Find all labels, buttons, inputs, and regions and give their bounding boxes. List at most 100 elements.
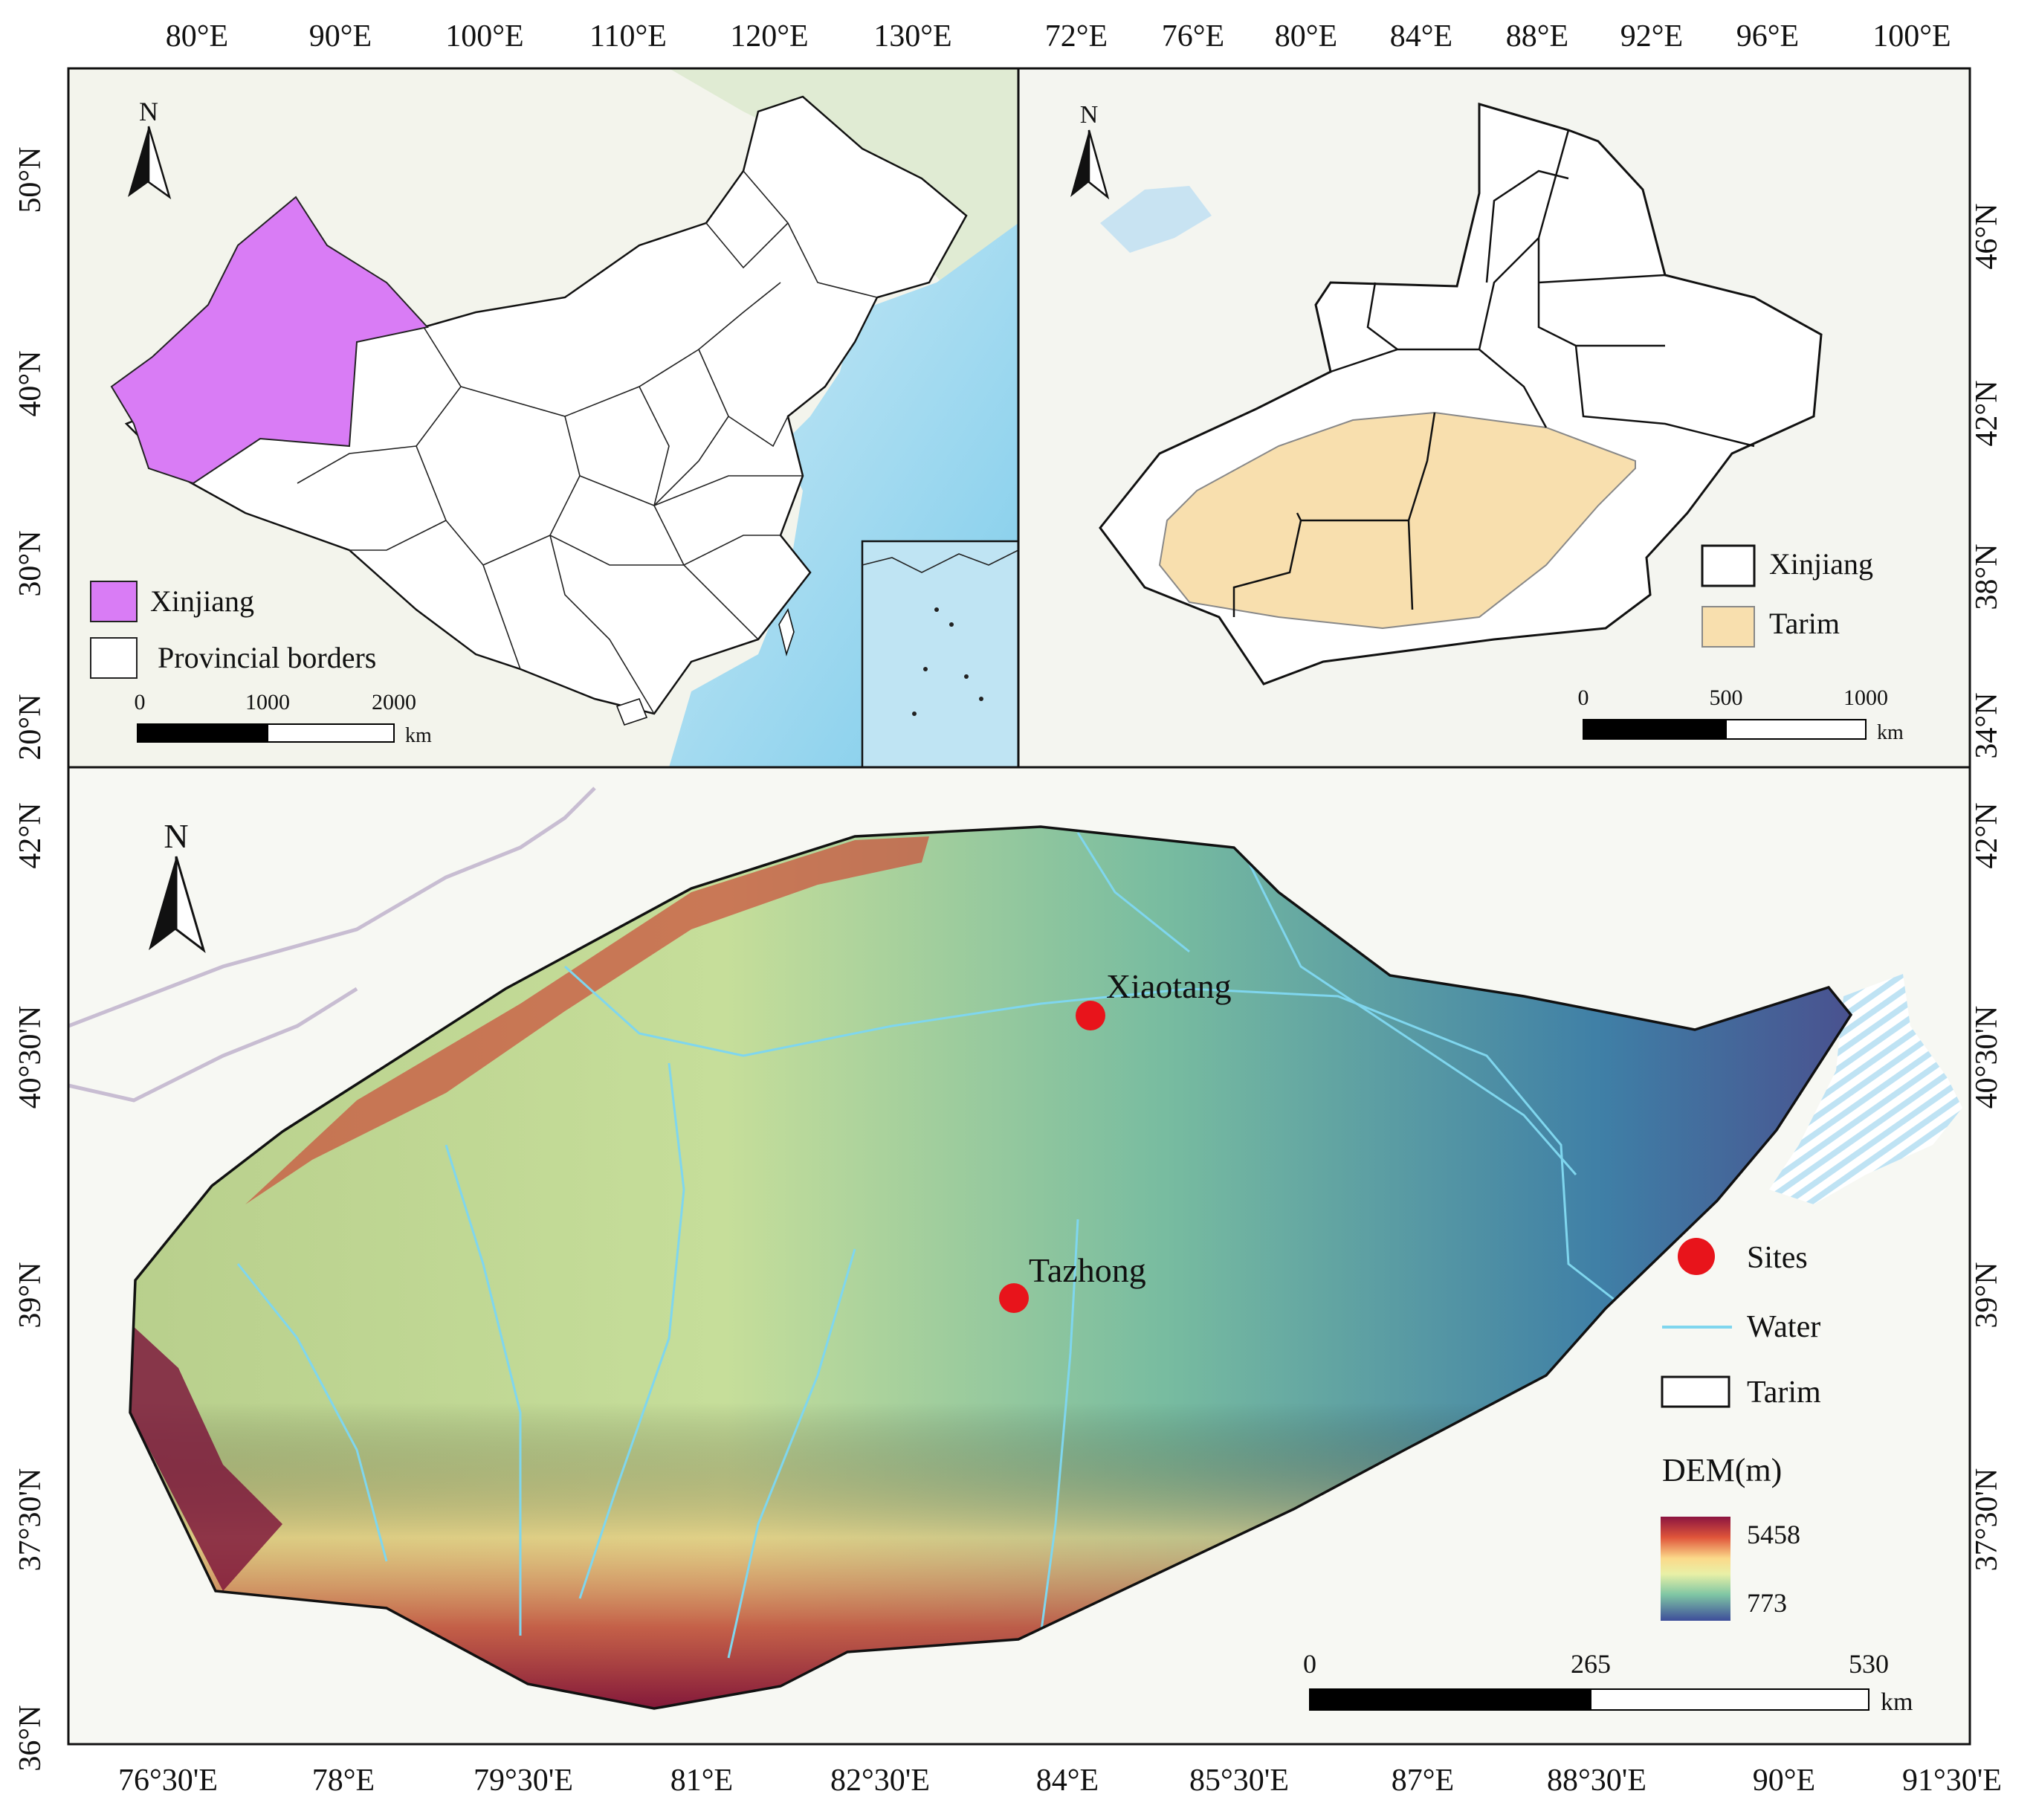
scale-tick-1: 265 [1571, 1649, 1611, 1679]
legend-dem-min: 773 [1747, 1588, 1787, 1618]
legend-swatch-xinjiang-outline [1701, 544, 1756, 587]
tick-label: 84°E [1390, 19, 1452, 54]
tick-label: 50°N [13, 146, 48, 213]
legend-label-xinjiang: Xinjiang [1769, 547, 1873, 581]
legend-sites-marker [1678, 1238, 1715, 1275]
provincial-borders [297, 170, 878, 714]
site-marker-xiaotang[interactable] [1076, 1001, 1105, 1030]
tick-label: 42°N [1970, 380, 2004, 446]
tick-label: 96°E [1736, 19, 1799, 54]
xinjiang-right-ticks: 46°N 42°N 38°N 34°N [1970, 203, 2004, 758]
tick-label: 80°E [166, 19, 228, 54]
tarim-right-ticks: 42°N 40°30'N 39°N 37°30'N [1970, 802, 2004, 1571]
legend-swatch-xinjiang [90, 581, 138, 622]
tick-label: 42°N [1970, 802, 2004, 868]
tick-label: 78°E [312, 1763, 375, 1798]
tick-label: 40°N [13, 350, 48, 416]
xinjiang-region [110, 196, 429, 485]
scale-tick-0: 0 [1303, 1649, 1316, 1679]
tick-label: 88°E [1506, 19, 1568, 54]
xinjiang-map-panel: N Xinjiang Tarim 0 500 1000 km [1018, 68, 1970, 767]
tick-label: 20°N [13, 694, 48, 760]
north-arrow-icon [1070, 130, 1089, 197]
south-china-sea-inset [861, 540, 1018, 767]
tick-label: 87°E [1392, 1763, 1454, 1798]
legend-label-water: Water [1747, 1310, 1820, 1344]
north-label: N [139, 97, 158, 126]
tick-label: 79°30'E [474, 1763, 573, 1798]
scale-unit: km [1877, 721, 1904, 744]
china-scalebar: 0 1000 2000 km [135, 690, 433, 747]
site-label-tazhong: Tazhong [1029, 1251, 1146, 1289]
scale-tick-2: 1000 [1843, 685, 1888, 710]
site-marker-tazhong[interactable] [999, 1283, 1029, 1313]
north-arrow-icon [128, 126, 149, 197]
legend-label-tarim: Tarim [1747, 1375, 1821, 1410]
china-top-ticks: 80°E 90°E 100°E 110°E 120°E 130°E [166, 19, 952, 54]
scale-tick-2: 530 [1849, 1649, 1889, 1679]
scale-tick-1: 500 [1710, 685, 1743, 710]
scale-tick-1: 1000 [245, 690, 290, 714]
scale-unit: km [1881, 1688, 1913, 1716]
tick-label: 76°30'E [118, 1763, 218, 1798]
tick-label: 100°E [445, 19, 523, 54]
tarim-left-ticks: 42°N 40°30'N 39°N 37°30'N 36°N [13, 802, 48, 1771]
tarim-scalebar: 0 265 530 km [1303, 1649, 1913, 1716]
north-arrow-icon [149, 856, 176, 950]
tarim-bottom-ticks: 76°30'E 78°E 79°30'E 81°E 82°30'E 84°E 8… [118, 1763, 2002, 1798]
tarim-map-panel: Xiaotang Tazhong N Sites Water Tarim DEM… [68, 767, 1970, 1744]
tick-label: 90°E [309, 19, 372, 54]
tick-label: 38°N [1970, 543, 2004, 610]
north-arrow: N [1070, 101, 1110, 200]
tick-label: 42°N [13, 802, 48, 868]
north-arrow: N [128, 97, 172, 200]
xinjiang-top-ticks: 72°E 76°E 80°E 84°E 88°E 92°E 96°E 100°E [1045, 19, 1951, 54]
scale-tick-0: 0 [1578, 685, 1589, 710]
tick-label: 120°E [730, 19, 808, 54]
tick-label: 100°E [1872, 19, 1951, 54]
taiwan [778, 607, 795, 656]
inset-islands [912, 607, 983, 716]
tick-label: 84°E [1036, 1763, 1099, 1798]
prefecture-borders [1232, 129, 1755, 617]
legend-swatch-borders [90, 637, 138, 679]
western-mountains [130, 1323, 282, 1591]
site-markers: Xiaotang Tazhong [999, 967, 1232, 1313]
tick-label: 30°N [13, 530, 48, 596]
tick-label: 130°E [873, 19, 951, 54]
legend-label-sites: Sites [1747, 1241, 1808, 1275]
legend-label-tarim: Tarim [1769, 607, 1840, 640]
legend-label-xinjiang: Xinjiang [150, 584, 254, 618]
china-legend: Xinjiang Provincial borders [90, 581, 376, 679]
lake [1100, 186, 1212, 253]
panel-frame-tarim [67, 766, 1971, 1746]
tick-label: 46°N [1970, 203, 2004, 269]
north-label: N [1080, 101, 1099, 129]
tick-label: 76°E [1162, 19, 1224, 54]
legend-label-borders: Provincial borders [158, 641, 376, 674]
xinjiang-scalebar: 0 500 1000 km [1578, 685, 1904, 744]
tick-label: 39°N [1970, 1262, 2004, 1328]
legend-dem-max: 5458 [1747, 1520, 1800, 1549]
china-map-panel: N Xinjiang Provincial borders 0 1000 200… [68, 68, 1018, 767]
legend-dem-title: DEM(m) [1662, 1452, 1782, 1488]
china-left-ticks: 50°N 40°N 30°N 20°N [13, 146, 48, 760]
north-label: N [164, 817, 188, 855]
tarim-legend: Sites Water Tarim DEM(m) 5458 773 [1661, 1238, 1821, 1621]
tick-label: 91°30'E [1902, 1763, 2002, 1798]
scale-unit: km [405, 724, 432, 747]
scale-tick-0: 0 [135, 690, 146, 714]
xinjiang-legend: Xinjiang Tarim [1701, 544, 1873, 648]
tick-label: 110°E [589, 19, 667, 54]
hainan [615, 698, 648, 726]
tick-label: 90°E [1753, 1763, 1815, 1798]
tick-label: 37°30'N [13, 1468, 48, 1572]
tick-label: 92°E [1620, 19, 1683, 54]
dem-color-ramp [1661, 1517, 1730, 1621]
tick-label: 81°E [670, 1763, 733, 1798]
north-arrow: N [149, 817, 206, 953]
scale-tick-2: 2000 [372, 690, 416, 714]
tick-label: 37°30'N [1970, 1468, 2004, 1572]
rivers [236, 832, 1636, 1659]
